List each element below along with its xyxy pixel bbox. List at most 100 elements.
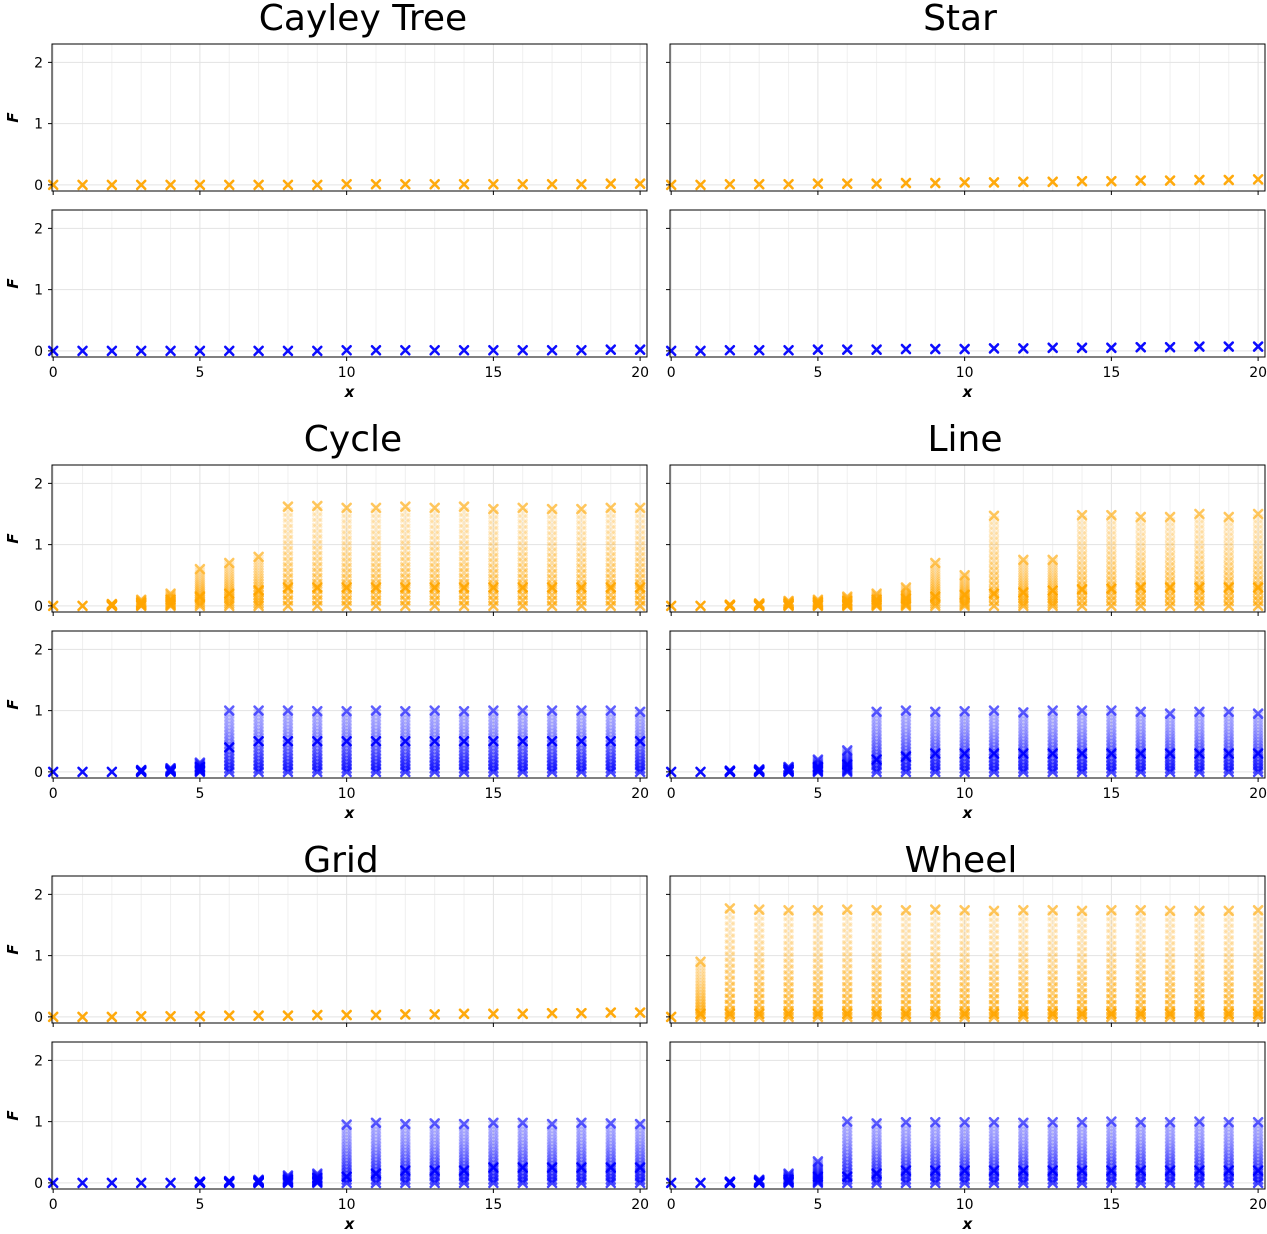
data-point — [1223, 526, 1235, 538]
data-point — [106, 766, 118, 778]
data-point — [1076, 732, 1088, 744]
data-point — [488, 514, 499, 526]
data-point — [634, 178, 646, 189]
data-point-max — [311, 705, 323, 717]
axes-4-0: 0 1 2 F — [4, 875, 648, 1027]
data-point — [988, 718, 1000, 730]
data-point — [311, 749, 323, 761]
data-point — [341, 749, 352, 761]
data-point — [370, 715, 382, 727]
data-point — [959, 573, 970, 584]
data-point — [871, 754, 882, 765]
data-point — [929, 736, 941, 748]
data-point — [1106, 540, 1117, 551]
data-point — [517, 735, 529, 747]
x-tick-label: 15 — [1102, 786, 1120, 802]
data-point — [929, 593, 941, 605]
data-point — [223, 576, 235, 588]
data-point — [400, 716, 411, 727]
data-point — [429, 752, 440, 764]
x-tick-label: 5 — [813, 786, 822, 802]
data-point — [576, 525, 587, 536]
data-point — [517, 1008, 529, 1020]
data-point — [282, 1172, 294, 1183]
subplot-5: Wheel 0 5 10 15 20 x — [665, 840, 1267, 1233]
data-point — [1223, 556, 1235, 567]
data-point — [1164, 724, 1176, 736]
data-point — [1252, 518, 1264, 530]
data-point — [841, 759, 853, 770]
data-point — [341, 709, 352, 720]
data-point — [341, 582, 352, 593]
data-point — [1135, 726, 1147, 738]
data-point — [871, 726, 882, 738]
data-point — [1164, 740, 1176, 752]
data-point — [988, 748, 1000, 759]
data-point — [1252, 544, 1264, 556]
data-point — [576, 749, 587, 761]
data-point — [165, 1010, 176, 1022]
data-point — [282, 722, 294, 733]
data-point — [370, 524, 382, 535]
data-point — [1164, 341, 1176, 353]
data-point — [1135, 736, 1147, 748]
data-point — [1135, 556, 1147, 567]
data-point — [576, 746, 587, 757]
data-point — [959, 719, 970, 731]
data-point — [605, 573, 617, 584]
data-point — [282, 749, 294, 761]
data-point — [282, 528, 294, 540]
data-point — [634, 513, 646, 525]
data-point — [1164, 526, 1176, 538]
data-point — [400, 534, 411, 546]
data-point — [458, 753, 470, 764]
data-point — [458, 561, 470, 573]
data-point — [400, 344, 411, 356]
data-point — [634, 578, 646, 590]
data-point — [634, 753, 646, 764]
data-point — [1106, 525, 1117, 536]
data-point — [1223, 709, 1235, 721]
data-point — [400, 512, 411, 523]
axes-0-1: 0 1 2 F 0 5 10 15 20 x — [4, 209, 649, 401]
data-point — [1135, 756, 1147, 768]
data-point — [517, 708, 529, 720]
data-point — [1194, 580, 1205, 591]
data-point — [458, 528, 470, 540]
data-point — [959, 580, 970, 591]
data-point — [988, 545, 1000, 557]
data-point — [429, 546, 440, 557]
data-point — [988, 729, 1000, 740]
data-point-max — [1135, 706, 1147, 718]
data-point — [1106, 739, 1117, 750]
data-point — [1194, 582, 1205, 593]
data-point — [605, 708, 617, 720]
data-point — [929, 588, 941, 600]
data-point — [517, 513, 529, 525]
data-point — [988, 540, 1000, 552]
data-point — [1135, 723, 1147, 734]
data-point — [47, 766, 59, 778]
x-tick-label: 15 — [1102, 365, 1120, 381]
data-point — [370, 739, 382, 750]
data-point — [929, 579, 941, 590]
data-point-max — [458, 501, 470, 512]
data-point — [871, 739, 882, 751]
data-point — [1223, 739, 1235, 751]
data-point — [634, 735, 646, 747]
y-tick-label: 1 — [34, 704, 43, 720]
data-point — [988, 735, 1000, 747]
data-point — [488, 718, 499, 730]
data-point — [605, 746, 617, 757]
data-point — [546, 718, 558, 730]
x-tick-label: 20 — [1249, 786, 1267, 802]
data-point — [1164, 561, 1176, 572]
data-point — [106, 179, 118, 191]
data-point — [311, 756, 323, 768]
data-point — [165, 764, 176, 776]
data-point — [282, 561, 294, 573]
series-1 — [47, 705, 646, 778]
data-point — [517, 178, 529, 190]
data-point — [47, 600, 59, 612]
data-point — [988, 739, 1000, 750]
